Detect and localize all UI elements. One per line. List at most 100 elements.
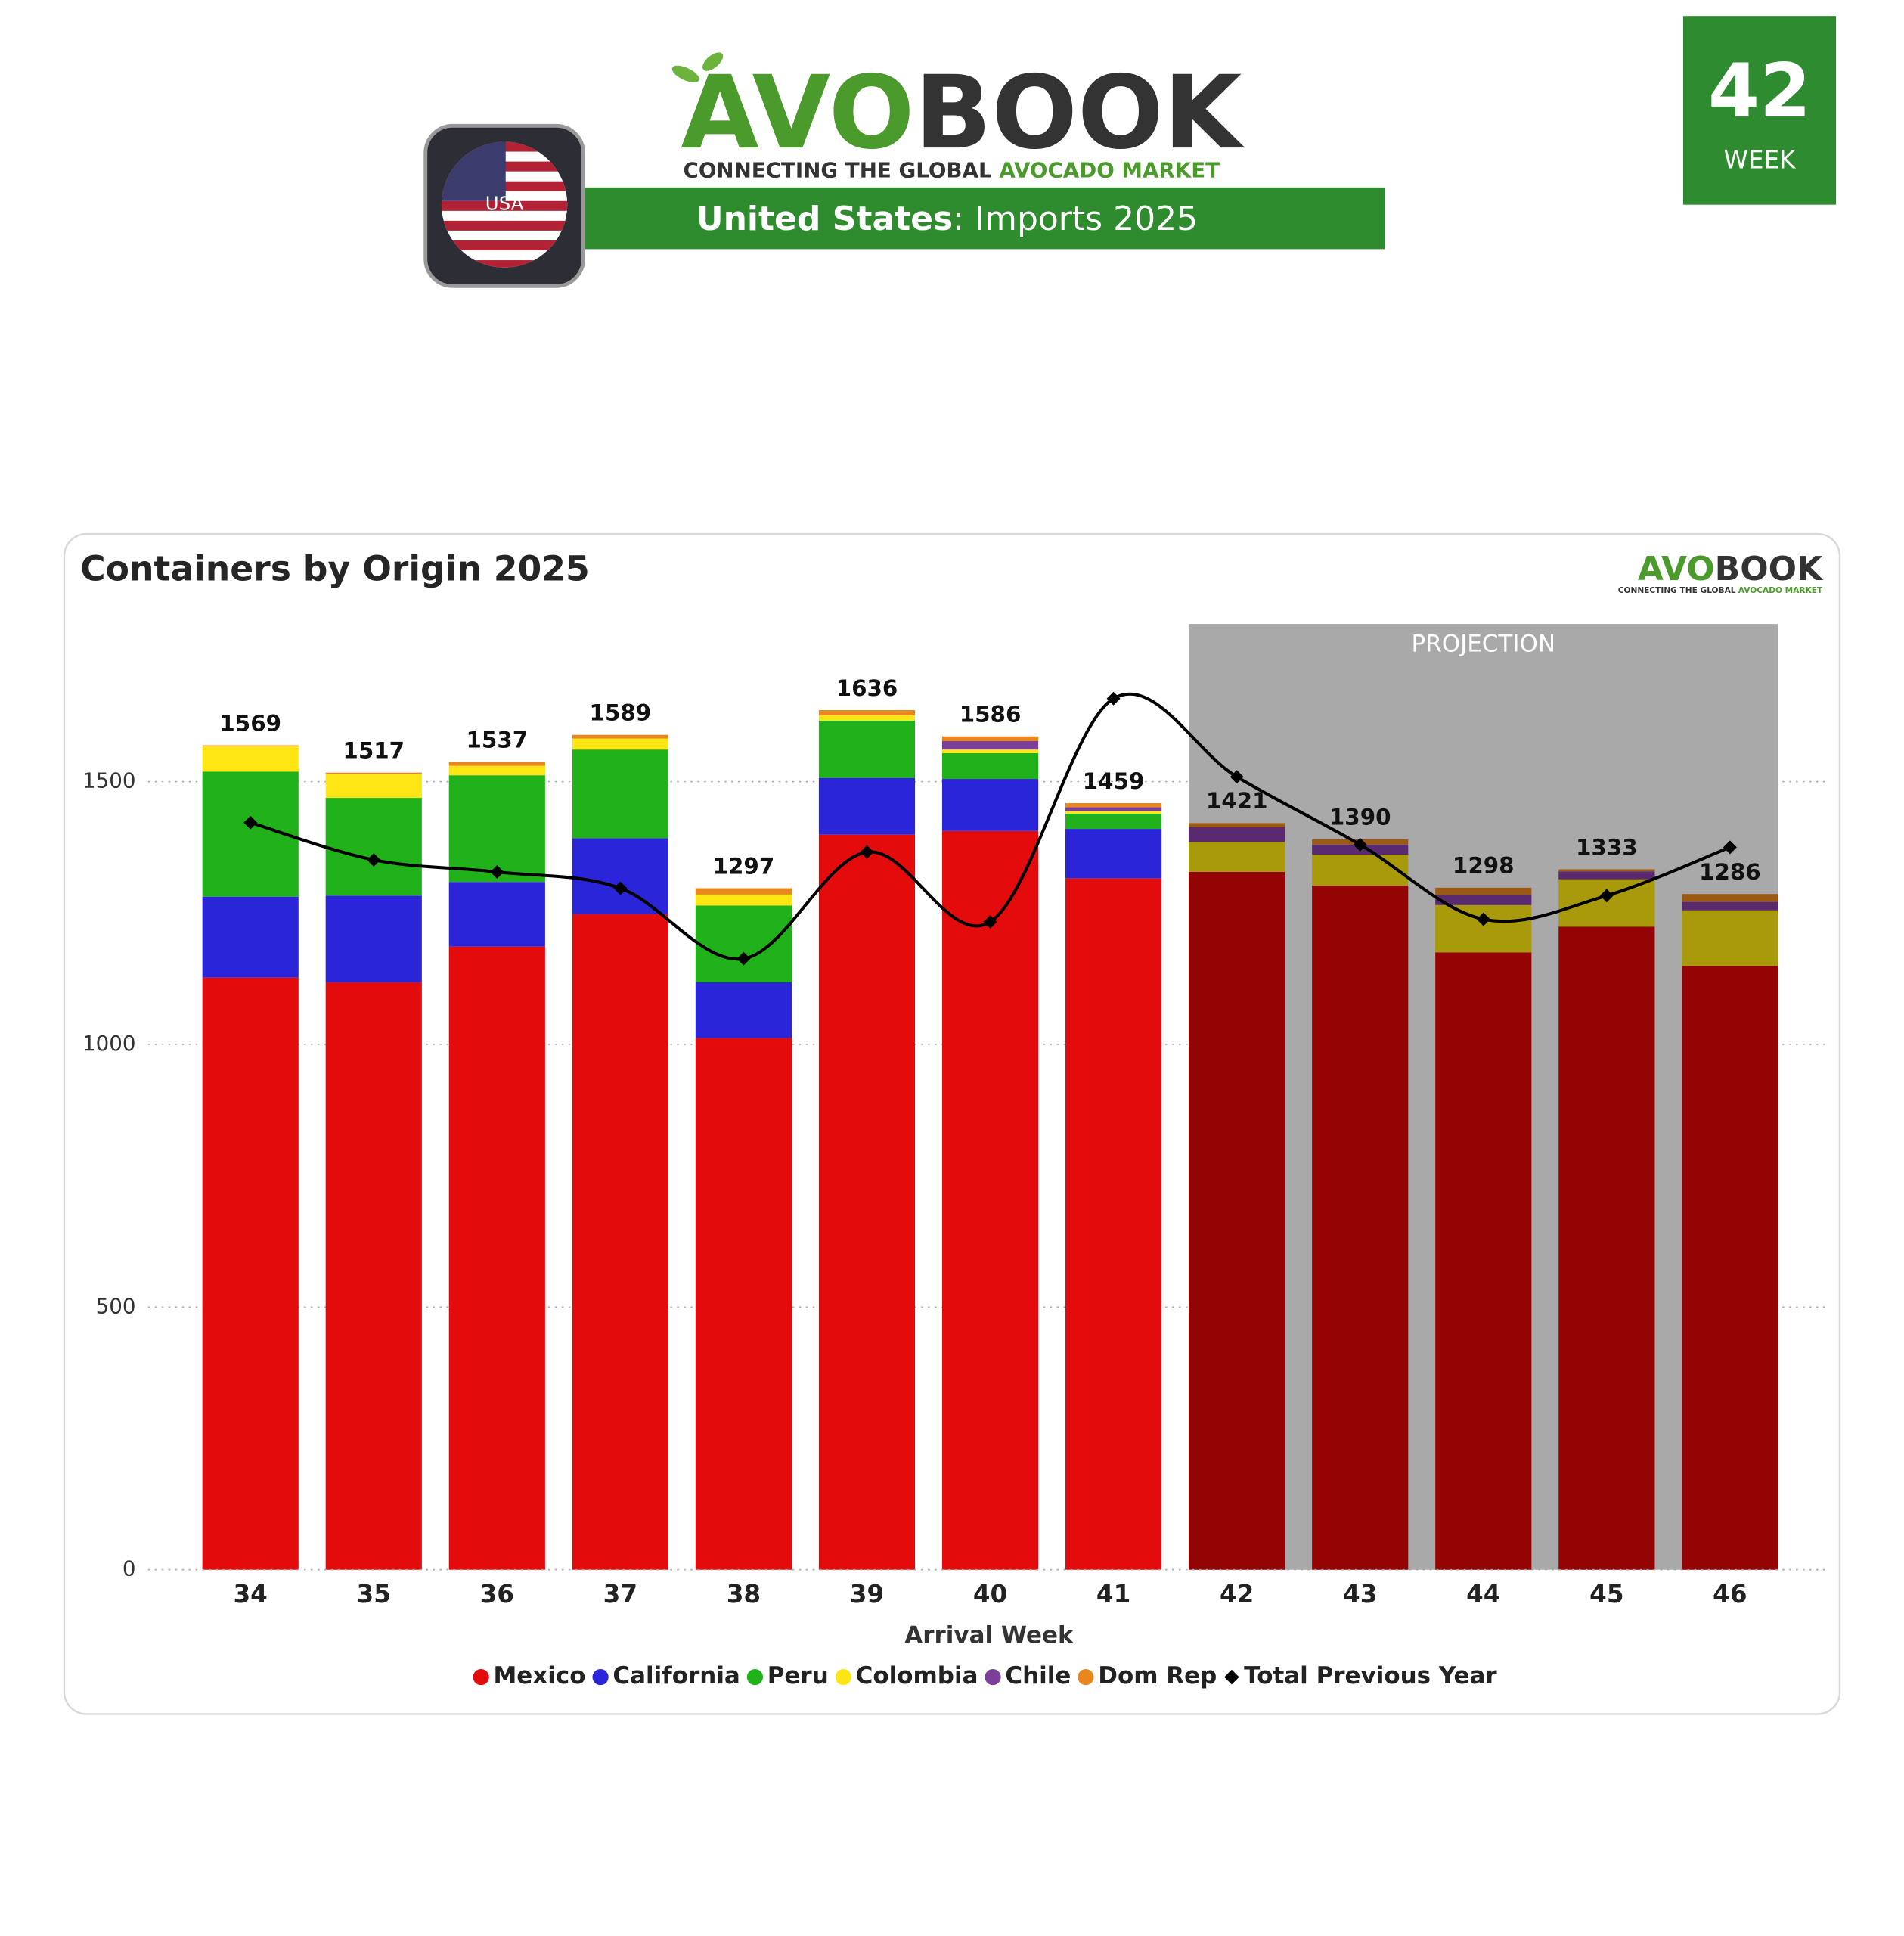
- bar-segment: [1065, 878, 1162, 1570]
- subtitle-rest: : Imports 2025: [953, 200, 1198, 238]
- small-tagline: CONNECTING THE GLOBAL AVOCADO MARKET: [1618, 586, 1823, 595]
- bar-segment: [1558, 879, 1655, 927]
- legend-label: Chile: [1005, 1662, 1071, 1689]
- tagline-left: CONNECTING THE GLOBAL: [684, 158, 992, 183]
- week-badge: [1682, 16, 1837, 205]
- x-tick-label: 43: [1343, 1580, 1377, 1609]
- bar-segment: [941, 830, 1039, 1570]
- legend-label: California: [612, 1662, 740, 1689]
- bar-segment: [448, 946, 545, 1570]
- bar-segment: [695, 894, 792, 906]
- bar-segment: [572, 749, 668, 839]
- y-tick-label: 1000: [82, 1031, 136, 1056]
- bar-segment: [572, 838, 668, 914]
- week-number: 42: [1708, 48, 1811, 135]
- bar-segment: [1682, 910, 1778, 966]
- x-axis-title: Arrival Week: [904, 1621, 1074, 1649]
- line-marker: [1723, 840, 1737, 855]
- bar-segment: [818, 715, 916, 721]
- bar-segment: [325, 982, 422, 1570]
- bar-segment: [695, 888, 792, 895]
- subtitle-bar: [579, 187, 1385, 250]
- total-label: 1298: [1453, 853, 1515, 879]
- legend-item: Colombia: [835, 1662, 978, 1689]
- total-label: 1390: [1329, 805, 1391, 830]
- logo-left: AVO: [681, 54, 914, 172]
- legend-symbol: [1078, 1668, 1094, 1686]
- bar-segment: [572, 738, 668, 750]
- line-marker: [490, 865, 504, 879]
- bar-segment: [572, 914, 668, 1570]
- subtitle: United States: Imports 2025: [696, 200, 1198, 238]
- x-tick-label: 36: [480, 1580, 514, 1609]
- logo: AVOBOOK: [681, 54, 1245, 172]
- legend-symbol: [985, 1668, 1001, 1686]
- x-tick-label: 37: [603, 1580, 637, 1609]
- bar-segment: [941, 741, 1039, 750]
- small-logo-right: BOOK: [1715, 550, 1824, 588]
- line-marker: [1476, 912, 1490, 926]
- bar-segment: [448, 765, 545, 776]
- bar-segment: [818, 710, 916, 715]
- tagline-right: AVOCADO MARKET: [999, 158, 1220, 183]
- bar-segment: [448, 762, 545, 766]
- bar-segment: [202, 896, 299, 978]
- line-marker: [1106, 691, 1121, 706]
- bar-segment: [1312, 886, 1409, 1570]
- tagline: CONNECTING THE GLOBAL AVOCADO MARKET: [684, 158, 1220, 183]
- bar-segment: [202, 746, 299, 772]
- bar-segment: [202, 977, 299, 1570]
- legend-item: California: [592, 1662, 740, 1689]
- x-tick-label: 34: [234, 1580, 268, 1609]
- bar-segment: [1189, 823, 1285, 827]
- bar-segment: [572, 734, 668, 739]
- total-label: 1537: [466, 728, 528, 753]
- small-tagline-right: AVOCADO MARKET: [1738, 586, 1823, 595]
- plot: PROJECTION 0 500 1000 1500 34 1569 35 1517 36 1537…: [82, 624, 1825, 1689]
- bar-segment: [1435, 952, 1532, 1570]
- logo-leaf: [702, 52, 724, 71]
- bar-segment: [1435, 887, 1532, 895]
- bar-segment: [941, 749, 1039, 753]
- bar-segment: [695, 982, 792, 1038]
- x-tick-label: 38: [727, 1580, 761, 1609]
- bar-segment: [1682, 894, 1778, 902]
- legend-item: Dom Rep: [1078, 1662, 1217, 1689]
- bar-segment: [1558, 869, 1655, 872]
- bar-segment: [1065, 813, 1162, 830]
- bar-segment: [1682, 901, 1778, 911]
- y-tick-label: 500: [96, 1293, 136, 1318]
- logo-leaf: [671, 65, 699, 82]
- bar-segment: [1065, 811, 1162, 814]
- bar-segment: [1065, 829, 1162, 879]
- line-marker: [367, 853, 381, 867]
- chart-title: Containers by Origin 2025: [80, 548, 590, 588]
- legend-label: Peru: [767, 1662, 829, 1689]
- bar-segment: [695, 905, 792, 982]
- legend-symbol: [835, 1668, 851, 1686]
- small-logo-left: AVO: [1638, 550, 1715, 588]
- y-tick-label: 1500: [82, 768, 136, 793]
- legend-item: Peru: [746, 1662, 829, 1689]
- legend-symbol: [592, 1668, 609, 1686]
- bar-segment: [818, 834, 916, 1570]
- week-label: WEEK: [1724, 146, 1797, 175]
- bar-segment: [448, 775, 545, 883]
- total-label: 1297: [713, 853, 775, 879]
- bar-segment: [325, 772, 422, 774]
- line-marker: [1230, 770, 1244, 784]
- legend-label: Dom Rep: [1098, 1662, 1217, 1689]
- x-tick-label: 46: [1713, 1580, 1747, 1609]
- small-tagline-left: CONNECTING THE GLOBAL: [1618, 586, 1736, 595]
- bar-segment: [1189, 872, 1285, 1570]
- total-label: 1421: [1206, 788, 1268, 814]
- legend-label: Mexico: [493, 1662, 585, 1689]
- legend-symbol: [1224, 1669, 1239, 1685]
- flag-label: USA: [485, 193, 524, 215]
- bar-segment: [1558, 871, 1655, 880]
- bar-segment: [818, 720, 916, 778]
- total-label: 1333: [1576, 834, 1638, 860]
- logo-right: BOOK: [914, 54, 1245, 172]
